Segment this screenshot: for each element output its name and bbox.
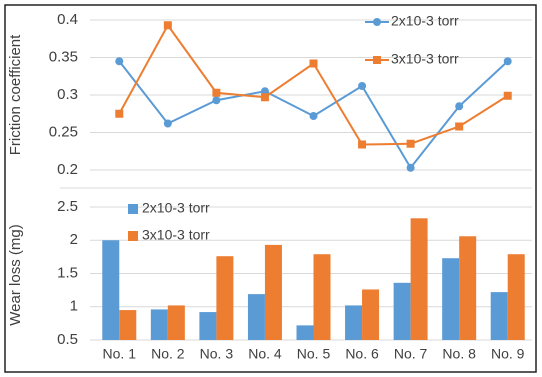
y-tick-label: 2.5 bbox=[57, 198, 78, 215]
bar bbox=[393, 282, 411, 340]
x-tick-label: No. 4 bbox=[248, 346, 282, 362]
marker bbox=[358, 140, 367, 149]
bar bbox=[459, 236, 477, 340]
y-tick-label: 2 bbox=[70, 231, 78, 248]
legend-marker bbox=[373, 18, 381, 26]
bar bbox=[167, 305, 185, 340]
y-axis-title: Wear loss (mg) bbox=[7, 224, 24, 325]
x-tick-label: No. 9 bbox=[491, 346, 525, 362]
marker bbox=[115, 109, 124, 118]
x-tick-label: No. 2 bbox=[151, 346, 185, 362]
bar bbox=[216, 256, 234, 340]
legend-swatch bbox=[128, 231, 138, 241]
marker bbox=[212, 96, 221, 105]
marker bbox=[212, 88, 221, 97]
bar bbox=[247, 294, 265, 340]
y-tick-label: 0.4 bbox=[57, 11, 78, 28]
y-tick-label: 0.5 bbox=[57, 331, 78, 348]
y-tick-label: 0.2 bbox=[57, 161, 78, 178]
y-axis-title: Friction coefficient bbox=[7, 34, 24, 155]
bar bbox=[150, 309, 168, 340]
legend-swatch bbox=[128, 204, 138, 214]
marker bbox=[406, 163, 415, 172]
bar bbox=[345, 305, 363, 340]
bar bbox=[313, 254, 331, 340]
legend-label: 2x10-3 torr bbox=[142, 200, 210, 216]
x-tick-label: No. 3 bbox=[200, 346, 234, 362]
bar bbox=[362, 289, 380, 340]
marker bbox=[406, 139, 415, 148]
marker bbox=[455, 102, 464, 111]
marker bbox=[309, 59, 318, 68]
marker bbox=[358, 82, 367, 90]
bar bbox=[264, 244, 282, 340]
x-tick-label: No. 6 bbox=[345, 346, 379, 362]
bar bbox=[199, 312, 217, 340]
bar bbox=[296, 325, 314, 340]
marker bbox=[115, 57, 124, 66]
x-tick-label: No. 8 bbox=[442, 346, 476, 362]
y-tick-label: 0.3 bbox=[57, 86, 78, 103]
legend-label: 3x10-3 torr bbox=[391, 51, 459, 67]
legend-label: 3x10-3 torr bbox=[142, 227, 210, 243]
x-tick-label: No. 5 bbox=[297, 346, 331, 362]
bar bbox=[507, 254, 525, 340]
marker bbox=[455, 122, 464, 131]
x-tick-label: No. 1 bbox=[103, 346, 137, 362]
y-tick-label: 1.5 bbox=[57, 264, 78, 281]
bar bbox=[490, 292, 508, 340]
y-tick-label: 0.25 bbox=[49, 123, 78, 140]
legend-marker bbox=[373, 56, 381, 64]
legend-label: 2x10-3 torr bbox=[391, 13, 459, 29]
bar bbox=[102, 240, 120, 340]
x-tick-label: No. 7 bbox=[394, 346, 428, 362]
marker bbox=[309, 112, 318, 120]
marker bbox=[503, 91, 512, 100]
bar bbox=[442, 258, 460, 340]
marker bbox=[260, 93, 269, 102]
y-tick-label: 0.35 bbox=[49, 48, 78, 65]
y-tick-label: 1 bbox=[70, 298, 78, 315]
marker bbox=[503, 57, 512, 66]
bar bbox=[410, 218, 428, 340]
bar bbox=[119, 310, 137, 340]
marker bbox=[163, 21, 172, 30]
marker bbox=[163, 119, 172, 128]
